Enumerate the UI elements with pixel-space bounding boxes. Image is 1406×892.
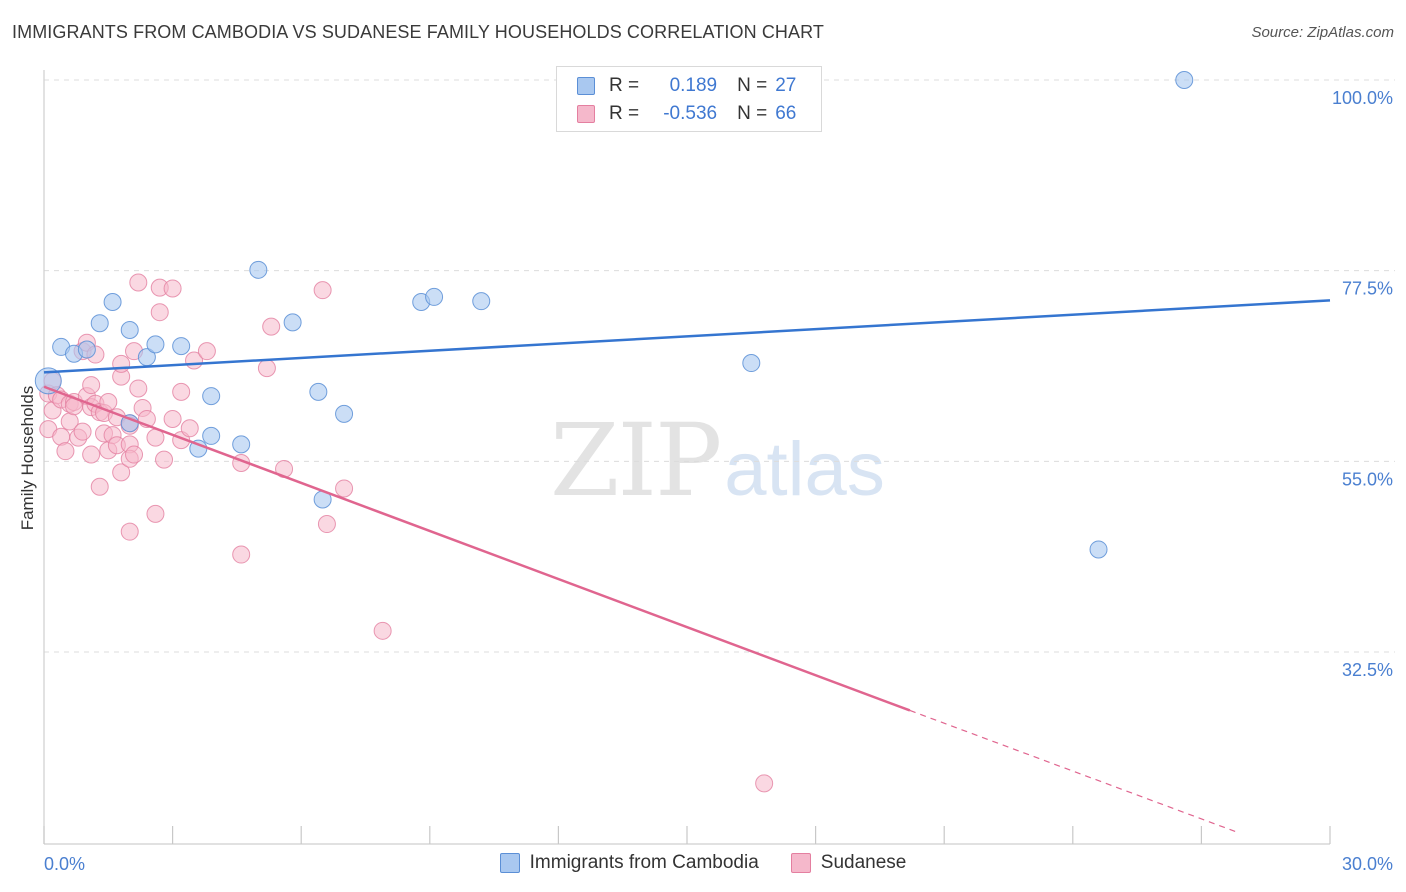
cambodia-point: [309, 382, 328, 401]
cambodia-point: [90, 314, 109, 333]
sudanese-point: [197, 342, 216, 361]
series-legend-item-cambodia: Immigrants from Cambodia: [499, 852, 759, 874]
sudanese-point: [129, 379, 148, 398]
legend-r-label: R =: [609, 103, 640, 124]
chart-title: IMMIGRANTS FROM CAMBODIA VS SUDANESE FAM…: [12, 22, 824, 42]
sudanese-point: [232, 545, 251, 564]
sudanese-point: [317, 515, 336, 534]
sudanese-trend-extension: [909, 709, 1236, 833]
cambodia-point: [1089, 540, 1108, 559]
legend-n-value: 66: [775, 103, 797, 124]
legend-n-value: 27: [775, 75, 797, 96]
legend-n-label: N =: [737, 75, 768, 96]
y-tick-label: 77.5%: [1342, 279, 1393, 299]
cambodia-point: [34, 367, 62, 395]
series-legend-item-sudanese: Sudanese: [790, 852, 907, 874]
sudanese-point: [146, 504, 165, 523]
legend-row-sudanese: R = -0.536 N = 66: [577, 101, 796, 127]
series-swatch-cambodia: [499, 853, 520, 873]
sudanese-point: [313, 281, 332, 300]
legend-row-cambodia: R = 0.189 N = 27: [577, 73, 796, 99]
sudanese-point: [150, 303, 169, 322]
watermark-atlas: atlas: [724, 427, 885, 512]
sudanese-point: [373, 621, 392, 640]
sudanese-point: [335, 479, 354, 498]
cambodia-point: [146, 335, 165, 354]
cambodia-point: [77, 340, 96, 359]
sudanese-point: [163, 409, 182, 428]
sudanese-point: [82, 376, 101, 395]
sudanese-trend-line: [43, 385, 911, 712]
cambodia-point: [283, 313, 302, 332]
sudanese-point: [90, 477, 109, 496]
legend-n-label: N =: [737, 103, 768, 124]
series-legend: Immigrants from Cambodia Sudanese: [0, 852, 1406, 874]
cambodia-point: [249, 260, 268, 279]
sudanese-point: [112, 354, 131, 373]
sudanese-point: [755, 774, 774, 793]
cambodia-point: [232, 435, 251, 454]
sudanese-point: [262, 317, 281, 336]
cambodia-point: [103, 293, 122, 312]
sudanese-point: [257, 359, 276, 378]
cambodia-point: [425, 287, 444, 306]
cambodia-trend-line: [43, 299, 1331, 374]
correlation-legend: R = 0.189 N = 27 R = -0.536 N = 66: [556, 66, 822, 132]
cambodia-point: [472, 292, 491, 311]
cambodia-point: [742, 354, 761, 373]
series-legend-label: Sudanese: [820, 852, 907, 873]
watermark-zip: ZIP: [550, 402, 722, 519]
sudanese-point: [155, 450, 174, 469]
watermark: ZIPatlas: [550, 402, 885, 519]
y-tick-label: 32.5%: [1342, 660, 1393, 680]
cambodia-point: [172, 337, 191, 356]
sudanese-point: [73, 422, 92, 441]
cambodia-point: [202, 426, 221, 445]
y-tick-label: 55.0%: [1342, 469, 1393, 489]
legend-r-label: R =: [609, 75, 640, 96]
sudanese-point: [120, 522, 139, 541]
sudanese-point: [56, 442, 75, 461]
x-tick-label: 30.0%: [1342, 854, 1393, 874]
legend-swatch-cambodia: [577, 77, 595, 95]
cambodia-point: [120, 320, 139, 339]
sudanese-point: [82, 445, 101, 464]
cambodia-point: [1175, 71, 1194, 89]
source-label: Source: ZipAtlas.com: [1251, 24, 1394, 41]
sudanese-point: [172, 382, 191, 401]
sudanese-point: [112, 463, 131, 482]
y-tick-label: 100.0%: [1332, 88, 1393, 108]
cambodia-point: [202, 387, 221, 406]
legend-r-value: -0.536: [663, 103, 718, 124]
legend-r-value: 0.189: [669, 75, 718, 96]
series-legend-label: Immigrants from Cambodia: [529, 852, 759, 873]
x-tick-label: 0.0%: [44, 854, 85, 874]
cambodia-point: [335, 404, 354, 423]
sudanese-point: [163, 279, 182, 298]
series-swatch-sudanese: [790, 853, 811, 873]
sudanese-point: [180, 419, 199, 438]
legend-swatch-sudanese: [577, 105, 595, 123]
sudanese-point: [129, 273, 148, 292]
sudanese-point: [125, 445, 144, 464]
